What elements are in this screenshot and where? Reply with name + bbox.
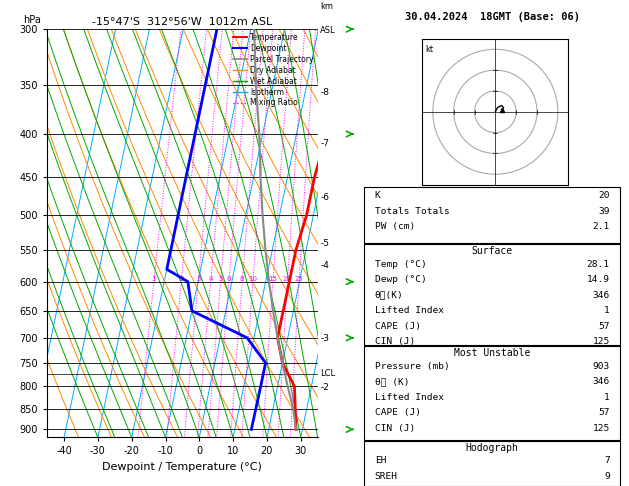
FancyBboxPatch shape [364,244,620,345]
Text: Hodograph: Hodograph [465,443,519,453]
Text: CIN (J): CIN (J) [375,424,415,433]
Text: Totals Totals: Totals Totals [375,207,450,216]
Text: 125: 125 [593,424,610,433]
Text: 20: 20 [283,276,292,282]
Text: -6: -6 [320,193,329,202]
Text: -3: -3 [320,334,329,343]
X-axis label: Dewpoint / Temperature (°C): Dewpoint / Temperature (°C) [103,462,262,472]
Text: CAPE (J): CAPE (J) [375,408,421,417]
Text: 5: 5 [218,276,223,282]
Text: CAPE (J): CAPE (J) [375,322,421,331]
Text: -5: -5 [320,240,329,248]
Text: SREH: SREH [375,472,398,481]
Text: θᴄ (K): θᴄ (K) [375,377,409,386]
Text: 28.1: 28.1 [587,260,610,269]
Text: -7: -7 [320,139,329,148]
Text: hPa: hPa [23,15,41,25]
Text: 14.9: 14.9 [587,275,610,284]
Legend: Temperature, Dewpoint, Parcel Trajectory, Dry Adiabat, Wet Adiabat, Isotherm, Mi: Temperature, Dewpoint, Parcel Trajectory… [230,30,317,110]
Text: Dewp (°C): Dewp (°C) [375,275,426,284]
Text: 4: 4 [208,276,213,282]
Text: Surface: Surface [472,246,513,257]
Text: Lifted Index: Lifted Index [375,306,443,315]
Text: -2: -2 [320,383,329,392]
Title: -15°47'S  312°56'W  1012m ASL: -15°47'S 312°56'W 1012m ASL [92,17,272,27]
Text: 2.1: 2.1 [593,222,610,231]
Text: 8: 8 [240,276,245,282]
Text: -4: -4 [320,261,329,270]
Text: 346: 346 [593,291,610,300]
Text: 9: 9 [604,472,610,481]
Text: 903: 903 [593,362,610,371]
Text: 125: 125 [593,337,610,347]
Text: 15: 15 [269,276,277,282]
Text: K: K [375,191,381,200]
Text: EH: EH [375,456,386,466]
Text: 57: 57 [598,322,610,331]
Text: 1: 1 [604,393,610,402]
Text: 1: 1 [152,276,156,282]
Text: 6: 6 [226,276,231,282]
Text: 10: 10 [248,276,257,282]
Text: PW (cm): PW (cm) [375,222,415,231]
Text: Most Unstable: Most Unstable [454,348,530,359]
FancyBboxPatch shape [364,441,620,486]
Text: 346: 346 [593,377,610,386]
FancyBboxPatch shape [364,346,620,440]
Text: 39: 39 [598,207,610,216]
Text: 25: 25 [294,276,303,282]
Text: Pressure (mb): Pressure (mb) [375,362,450,371]
Text: 2: 2 [179,276,184,282]
Text: -8: -8 [320,88,329,97]
Text: Temp (°C): Temp (°C) [375,260,426,269]
FancyBboxPatch shape [364,187,620,243]
Text: CIN (J): CIN (J) [375,337,415,347]
Text: 7: 7 [604,456,610,466]
Text: kt: kt [425,45,433,54]
Text: 3: 3 [196,276,201,282]
Text: km: km [320,2,333,11]
Text: 57: 57 [598,408,610,417]
Text: 1: 1 [604,306,610,315]
Text: Lifted Index: Lifted Index [375,393,443,402]
Text: LCL: LCL [320,369,335,379]
Text: 20: 20 [598,191,610,200]
Text: ASL: ASL [320,26,336,35]
Text: θᴄ(K): θᴄ(K) [375,291,403,300]
Text: 30.04.2024  18GMT (Base: 06): 30.04.2024 18GMT (Base: 06) [404,12,580,22]
